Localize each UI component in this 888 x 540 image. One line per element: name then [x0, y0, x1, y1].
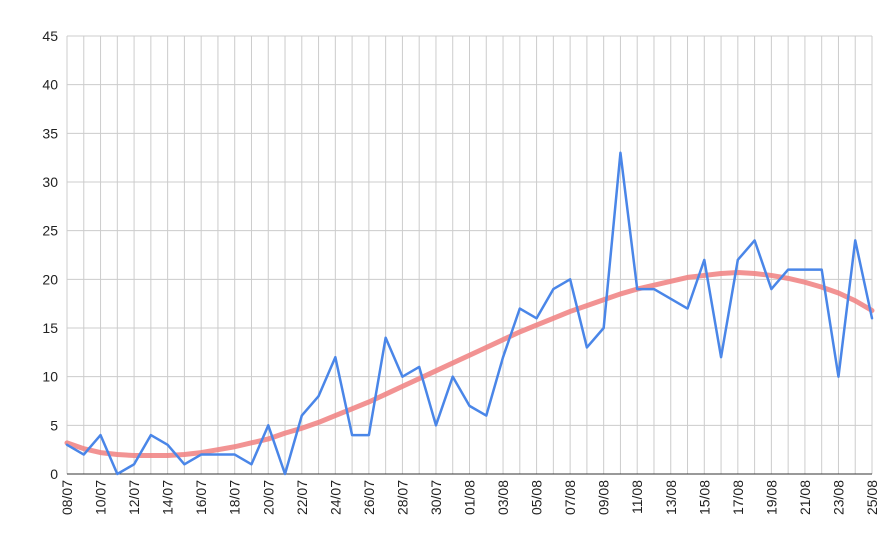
data-series-line — [65, 151, 874, 476]
y-tick-label: 0 — [50, 466, 58, 482]
y-tick-label: 40 — [42, 77, 58, 93]
x-tick-label: 19/08 — [763, 480, 779, 515]
x-tick-label: 13/08 — [663, 480, 679, 515]
y-tick-label: 10 — [42, 369, 58, 385]
y-tick-label: 30 — [42, 174, 58, 190]
x-tick-label: 08/07 — [59, 480, 75, 515]
x-tick-label: 23/08 — [830, 480, 846, 515]
x-tick-label: 11/08 — [629, 480, 645, 514]
y-tick-label: 20 — [42, 271, 58, 287]
y-tick-label: 25 — [42, 223, 58, 239]
x-tick-label: 12/07 — [126, 480, 142, 515]
x-tick-label: 01/08 — [462, 480, 478, 515]
x-tick-label: 28/07 — [394, 480, 410, 515]
y-tick-label: 5 — [50, 417, 58, 433]
x-tick-label: 15/08 — [696, 480, 712, 515]
x-tick-label: 26/07 — [361, 480, 377, 515]
y-tick-label: 35 — [42, 125, 58, 141]
x-tick-label: 20/07 — [260, 480, 276, 515]
x-tick-label: 24/07 — [327, 480, 343, 515]
x-tick-label: 10/07 — [93, 480, 109, 515]
x-tick-label: 07/08 — [562, 480, 578, 515]
x-tick-label: 09/08 — [596, 480, 612, 515]
x-tick-label: 25/08 — [864, 480, 880, 515]
x-tick-label: 30/07 — [428, 480, 444, 515]
x-tick-label: 17/08 — [730, 480, 746, 515]
y-axis: 0 5 10 15 20 25 30 35 40 45 — [42, 28, 58, 482]
chart-grid — [66, 35, 873, 475]
x-tick-label: 22/07 — [294, 480, 310, 515]
y-tick-label: 45 — [42, 28, 58, 44]
trendline-series — [64, 270, 875, 459]
x-tick-label: 03/08 — [495, 480, 511, 515]
x-tick-label: 14/07 — [160, 480, 176, 515]
x-tick-label: 05/08 — [529, 480, 545, 515]
y-tick-label: 15 — [42, 320, 58, 336]
x-tick-label: 21/08 — [797, 480, 813, 515]
x-tick-label: 18/07 — [227, 480, 243, 515]
x-axis: 08/07 10/07 12/07 14/07 16/07 18/07 20/07 22/07… — [59, 480, 880, 515]
x-tick-label: 16/07 — [193, 480, 209, 515]
chart-series — [64, 151, 875, 476]
